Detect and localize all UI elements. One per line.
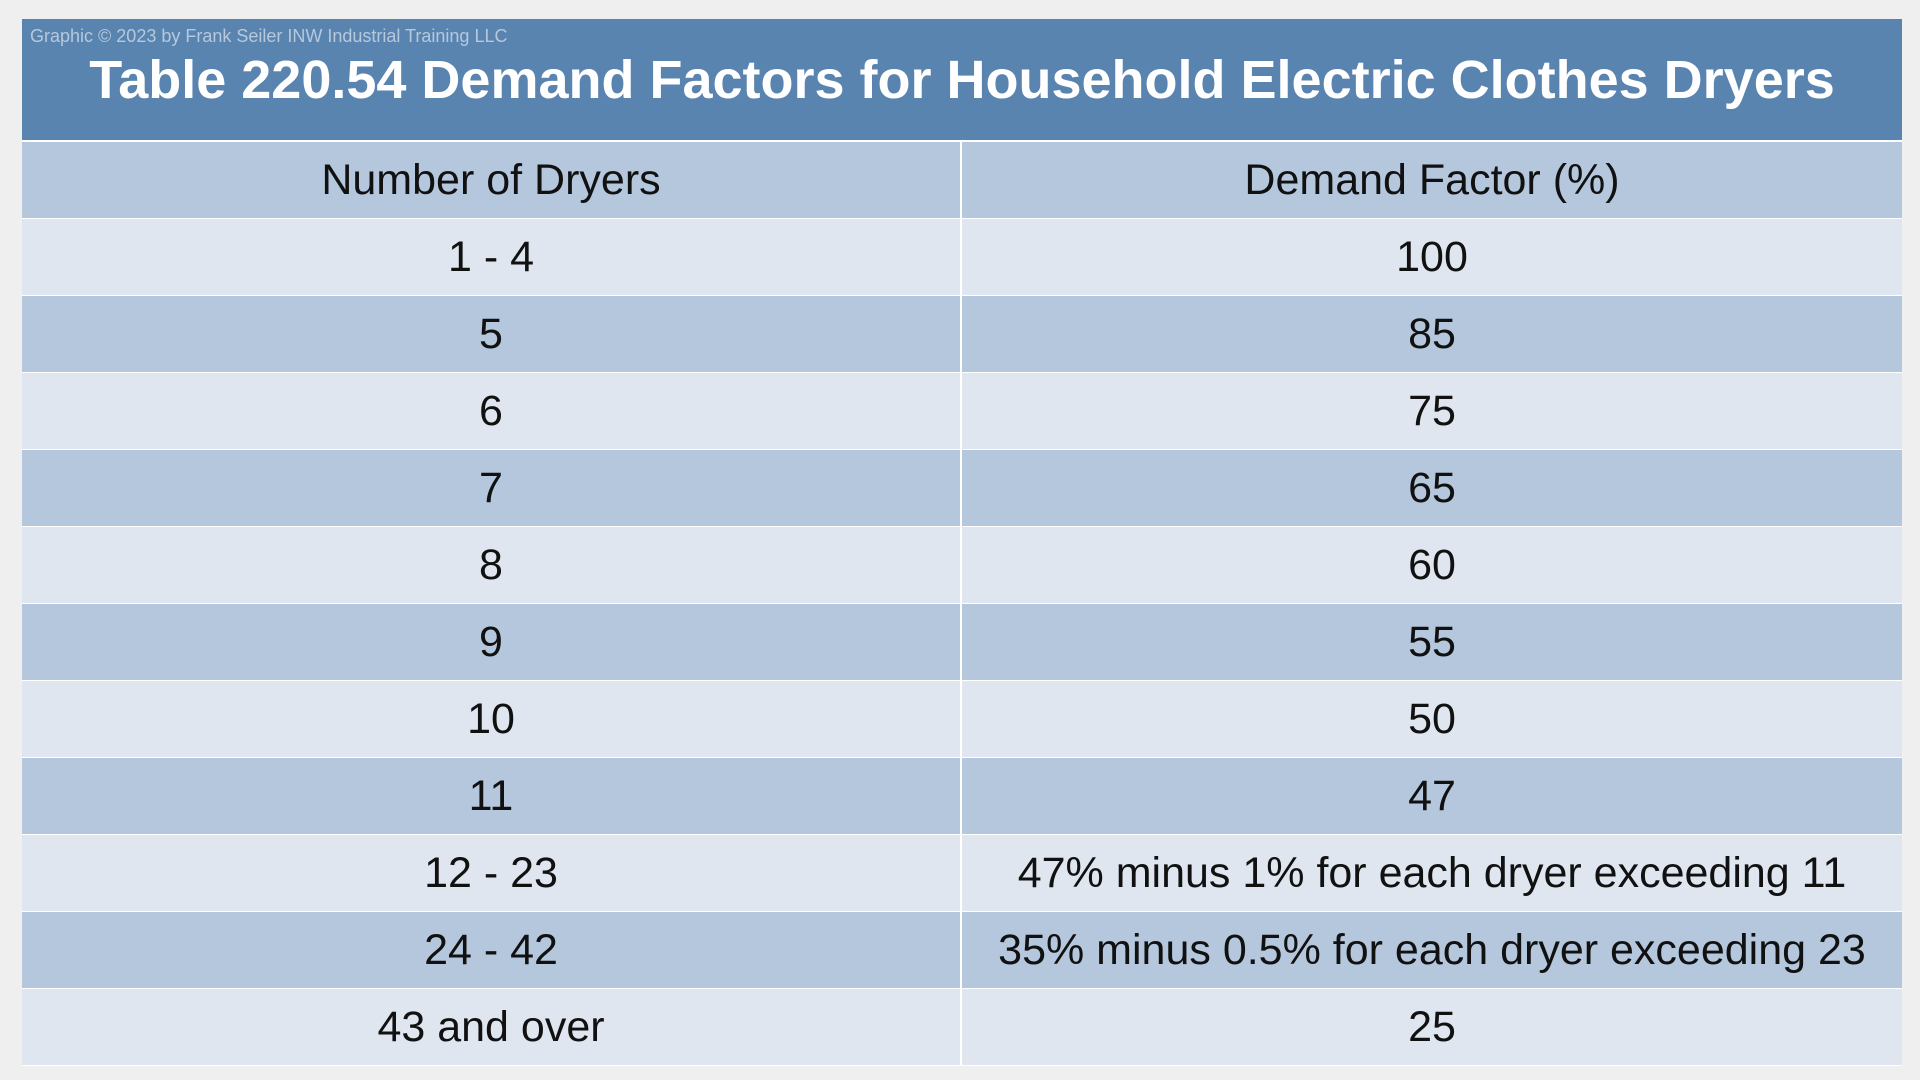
cell-number-of-dryers: 5 [22, 295, 961, 373]
table-row: 7 65 [22, 449, 1902, 527]
cell-number-of-dryers: 7 [22, 449, 961, 527]
column-header-number-of-dryers: Number of Dryers [22, 142, 961, 219]
title-bar: Graphic © 2023 by Frank Seiler INW Indus… [22, 19, 1902, 140]
cell-demand-factor: 25 [960, 988, 1902, 1066]
copyright-credit: Graphic © 2023 by Frank Seiler INW Indus… [30, 26, 508, 46]
table-row: 12 - 23 47% minus 1% for each dryer exce… [22, 834, 1902, 912]
cell-demand-factor: 75 [960, 372, 1902, 450]
cell-demand-factor: 100 [960, 218, 1902, 296]
table-row: 24 - 42 35% minus 0.5% for each dryer ex… [22, 911, 1902, 989]
demand-factor-table: Number of Dryers Demand Factor (%) 1 - 4… [22, 142, 1902, 1066]
cell-number-of-dryers: 43 and over [22, 988, 961, 1066]
table-row: 11 47 [22, 757, 1902, 835]
cell-number-of-dryers: 9 [22, 603, 961, 681]
cell-number-of-dryers: 10 [22, 680, 961, 758]
cell-number-of-dryers: 24 - 42 [22, 911, 961, 989]
table-title: Table 220.54 Demand Factors for Househol… [89, 50, 1835, 110]
cell-number-of-dryers: 8 [22, 526, 961, 604]
cell-demand-factor: 35% minus 0.5% for each dryer exceeding … [960, 911, 1902, 989]
cell-number-of-dryers: 12 - 23 [22, 834, 961, 912]
table-row: 1 - 4 100 [22, 218, 1902, 296]
table-row: 10 50 [22, 680, 1902, 758]
table-row: 9 55 [22, 603, 1902, 681]
cell-number-of-dryers: 11 [22, 757, 961, 835]
table-row: 6 75 [22, 372, 1902, 450]
column-header-demand-factor: Demand Factor (%) [960, 142, 1902, 219]
cell-demand-factor: 47% minus 1% for each dryer exceeding 11 [960, 834, 1902, 912]
table-row: 43 and over 25 [22, 988, 1902, 1066]
cell-demand-factor: 47 [960, 757, 1902, 835]
header-row: Number of Dryers Demand Factor (%) [22, 142, 1902, 219]
cell-demand-factor: 55 [960, 603, 1902, 681]
cell-number-of-dryers: 1 - 4 [22, 218, 961, 296]
slide: Graphic © 2023 by Frank Seiler INW Indus… [22, 19, 1902, 1066]
cell-demand-factor: 50 [960, 680, 1902, 758]
cell-demand-factor: 60 [960, 526, 1902, 604]
table-row: 5 85 [22, 295, 1902, 373]
table-row: 8 60 [22, 526, 1902, 604]
cell-demand-factor: 85 [960, 295, 1902, 373]
cell-demand-factor: 65 [960, 449, 1902, 527]
cell-number-of-dryers: 6 [22, 372, 961, 450]
